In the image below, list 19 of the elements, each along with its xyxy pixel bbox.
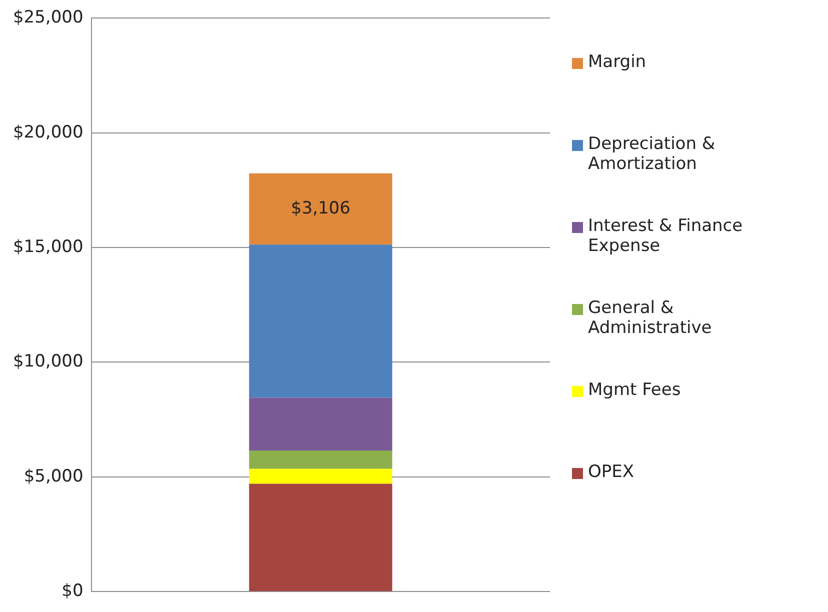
legend-label: Mgmt Fees	[588, 380, 682, 400]
y-tick-label: $5,000	[24, 466, 84, 486]
y-tick-label: $20,000	[12, 122, 84, 142]
legend-label: OPEX	[588, 462, 636, 482]
bar	[249, 450, 392, 469]
y-tick-label: $25,000	[12, 8, 84, 28]
legend-label: Interest & Finance Expense	[588, 216, 744, 256]
bar	[249, 244, 392, 398]
bar	[249, 484, 392, 592]
data-label: $3,106	[290, 198, 350, 218]
legend-label: Margin	[588, 52, 648, 72]
legend-label: General & Administrative	[588, 298, 713, 338]
y-tick-label: $15,000	[12, 236, 84, 257]
bar	[249, 468, 392, 484]
bar	[249, 173, 392, 245]
y-tick-label: $10,000	[12, 352, 84, 372]
y-tick-label: $0	[62, 581, 84, 602]
legend-label: Depreciation & Amortization	[588, 134, 716, 174]
bar	[249, 398, 392, 451]
